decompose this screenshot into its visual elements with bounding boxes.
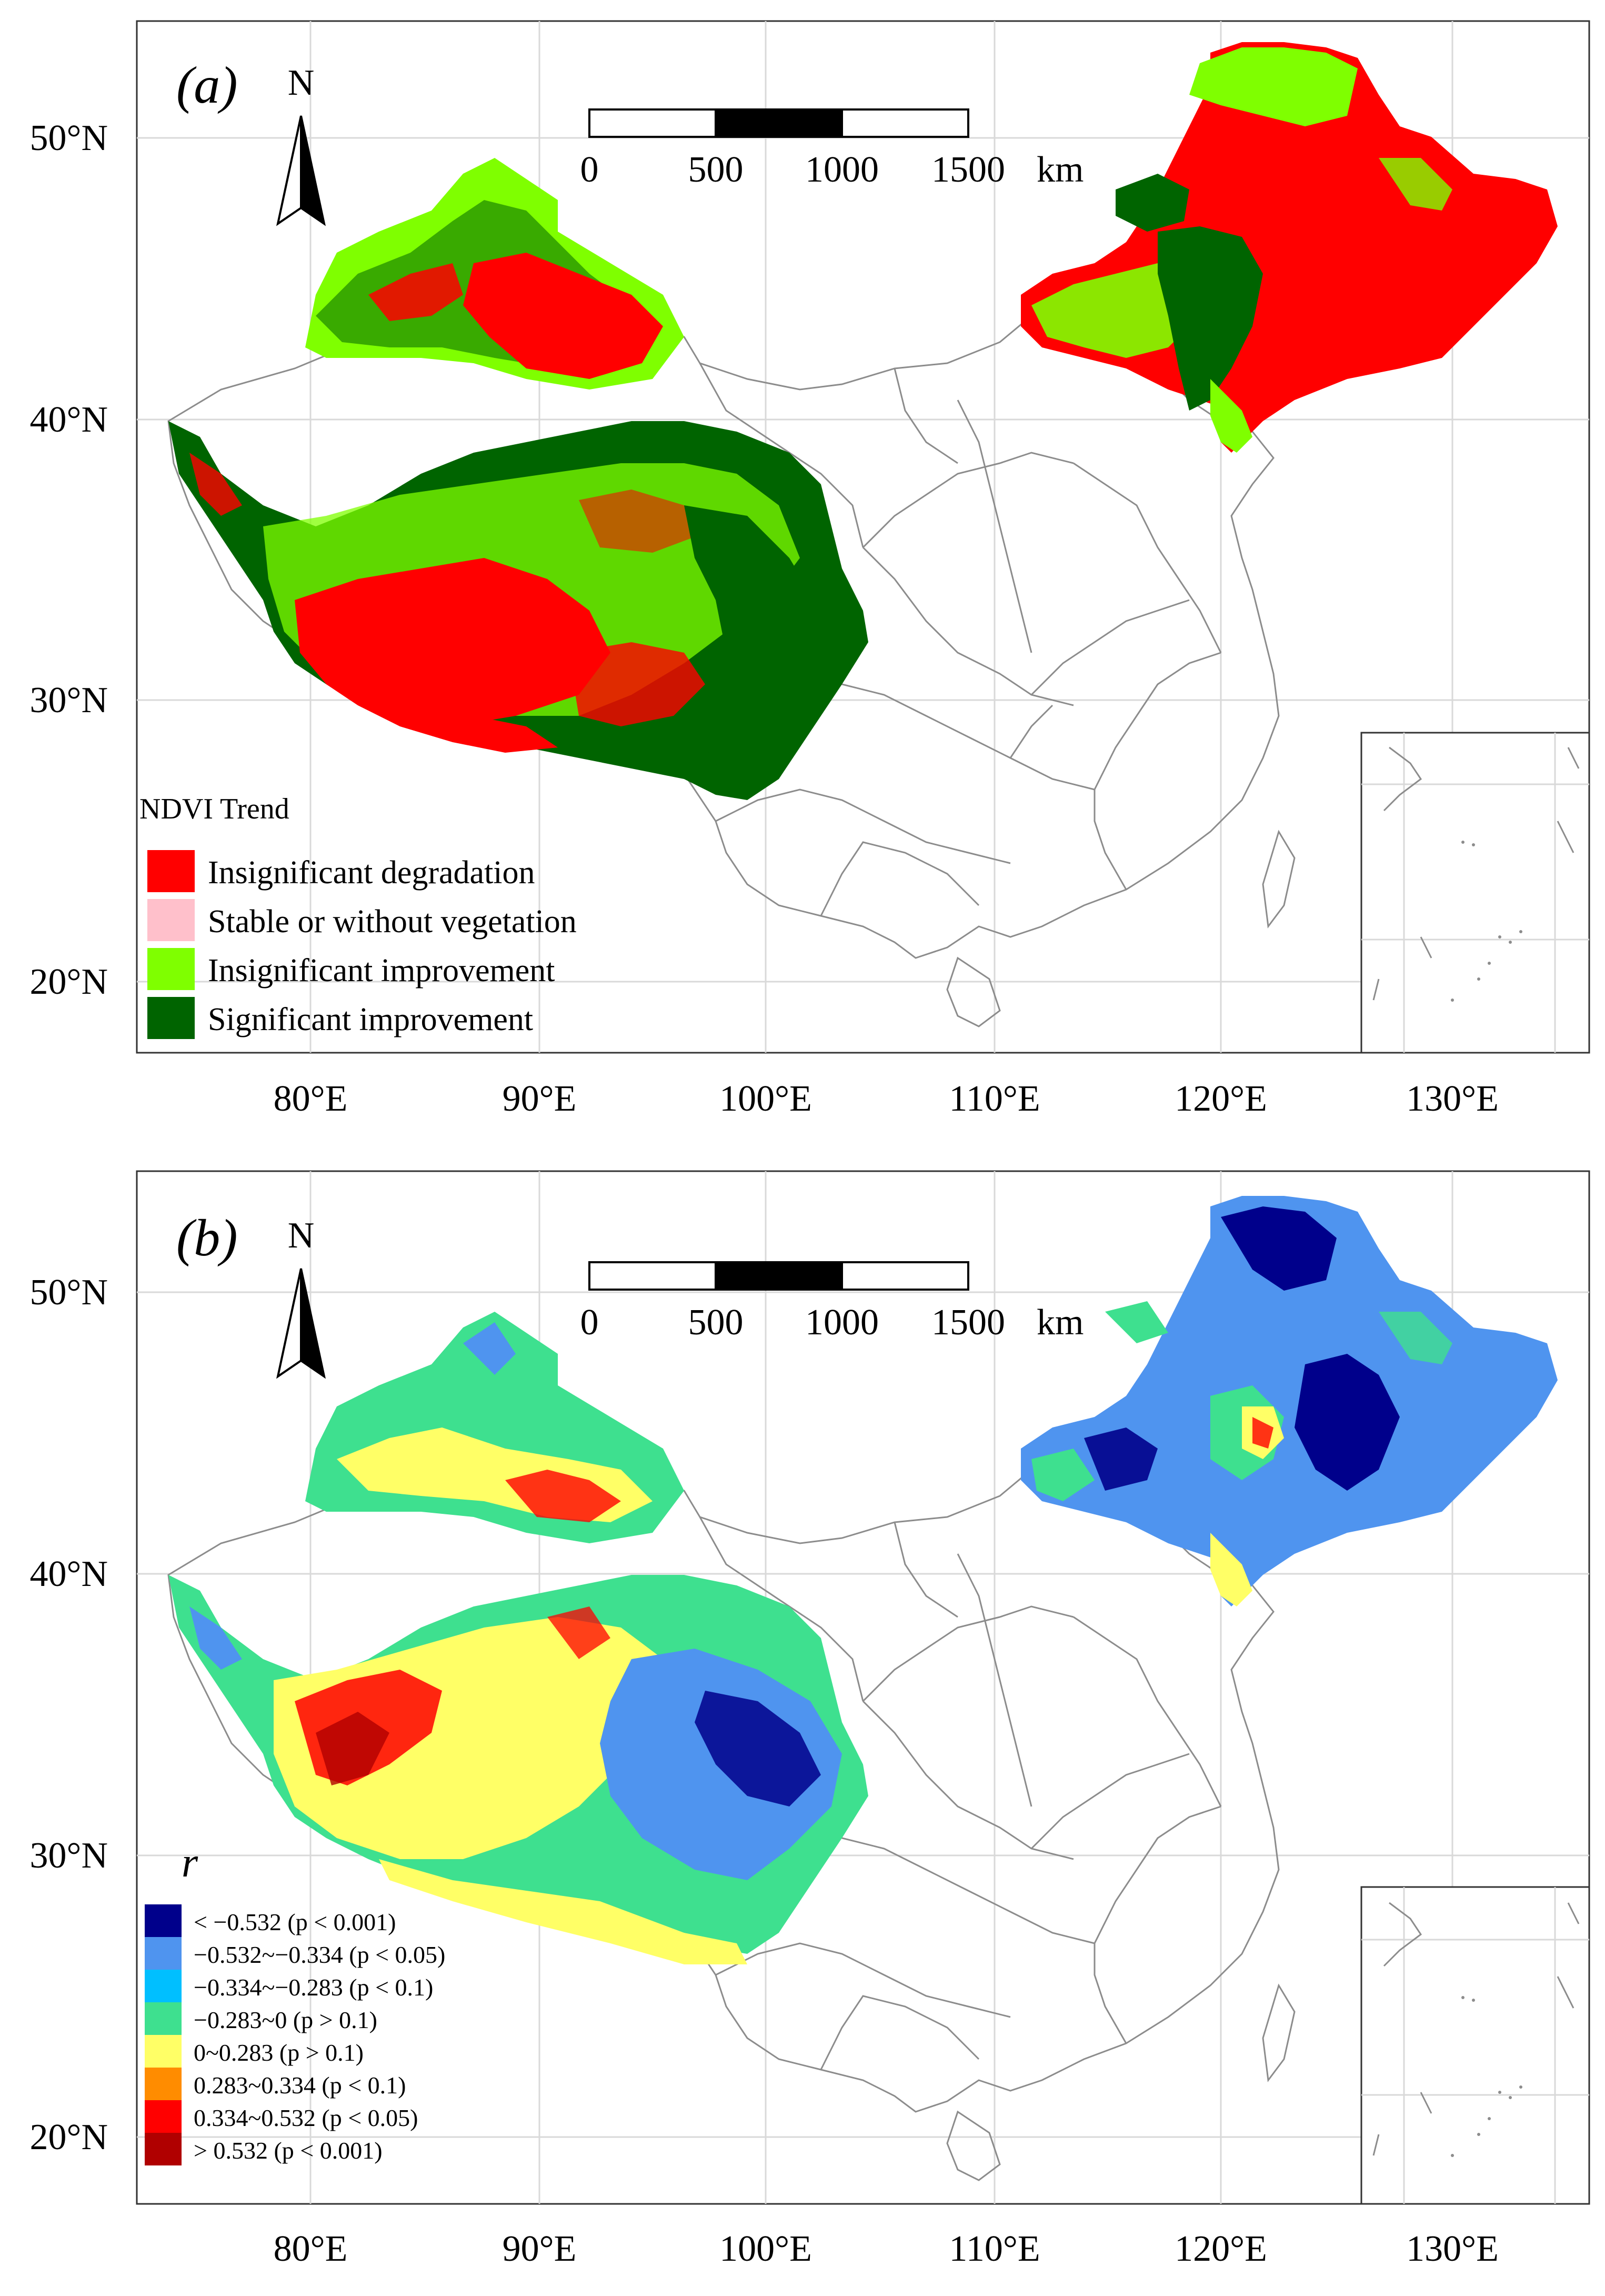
lat-label: 40°N: [29, 1554, 108, 1594]
legend-swatch: [145, 2002, 182, 2035]
lon-label: 120°E: [1175, 1079, 1267, 1119]
legend-label: 0.334~0.532 (p < 0.05): [194, 2104, 418, 2131]
scale-tick-1000: 1000: [805, 1302, 879, 1343]
legend-swatch: [147, 899, 195, 941]
scale-tick-500: 500: [688, 1302, 744, 1343]
scale-tick-1500: 1500: [931, 149, 1005, 190]
north-arrow-label: N: [288, 63, 315, 103]
lat-label: 50°N: [29, 118, 108, 158]
lon-label: 90°E: [503, 1079, 577, 1119]
latitude-labels: 50°N 40°N 30°N 20°N: [29, 1272, 108, 2158]
legend-swatch: [147, 850, 195, 892]
legend-swatch: [145, 1937, 182, 1970]
legend: r < −0.532 (p < 0.001) −0.532~−0.334 (p …: [145, 1840, 445, 2165]
legend-swatch: [145, 2100, 182, 2133]
lon-label: 110°E: [949, 1079, 1040, 1119]
north-arrow-right-icon: [300, 115, 326, 226]
legend-swatch: [145, 1970, 182, 2002]
lat-label: 30°N: [29, 680, 108, 721]
south-china-sea-inset: [1360, 1886, 1590, 2205]
panel-label: (a): [176, 56, 238, 114]
legend-label: −0.532~−0.334 (p < 0.05): [194, 1941, 445, 1968]
scale-bar: 0 500 1000 1500 km: [580, 108, 1084, 190]
north-arrow-right-icon: [300, 1268, 326, 1379]
legend-label: −0.283~0 (p > 0.1): [194, 2006, 377, 2033]
legend-swatch: [147, 948, 195, 990]
lon-label: 110°E: [949, 2229, 1040, 2269]
legend-label: 0.283~0.334 (p < 0.1): [194, 2072, 406, 2099]
map-panel-b: (b) N 0 500 1000 1500 km r < −0.532 (p <…: [29, 1170, 1590, 2269]
north-arrow-label: N: [288, 1215, 315, 1256]
map-panel-a: (a) N 0 500 1000 1500 km NDVI Trend Insi…: [29, 20, 1590, 1119]
legend-swatch: [147, 997, 195, 1039]
scale-tick-0: 0: [580, 149, 599, 190]
lon-label: 100°E: [719, 2229, 812, 2269]
scale-tick-1000: 1000: [805, 149, 879, 190]
legend-label: < −0.532 (p < 0.001): [194, 1909, 396, 1935]
longitude-labels: 80°E 90°E 100°E 110°E 120°E 130°E: [274, 1079, 1499, 1119]
lon-label: 90°E: [503, 2229, 577, 2269]
legend-label: Significant improvement: [208, 1002, 533, 1037]
lat-label: 30°N: [29, 1835, 108, 1876]
south-china-sea-inset: [1360, 732, 1590, 1054]
lon-label: 80°E: [274, 2229, 348, 2269]
lat-label: 40°N: [29, 400, 108, 440]
latitude-labels: 50°N 40°N 30°N 20°N: [29, 118, 108, 1002]
scale-bar: 0 500 1000 1500 km: [580, 1261, 1084, 1343]
legend-label: Stable or without vegetation: [208, 904, 577, 940]
correlation-raster: [168, 1196, 1558, 1964]
legend-label: −0.334~−0.283 (p < 0.1): [194, 1974, 433, 2001]
lon-label: 120°E: [1175, 2229, 1267, 2269]
legend-swatch: [145, 2133, 182, 2165]
lon-label: 130°E: [1406, 1079, 1499, 1119]
lat-label: 20°N: [29, 962, 108, 1002]
lat-label: 50°N: [29, 1272, 108, 1313]
lon-label: 80°E: [274, 1079, 348, 1119]
panel-label: (b): [176, 1209, 238, 1267]
china-boundary: [167, 220, 1296, 1027]
legend-swatch: [145, 2035, 182, 2068]
legend-title: r: [182, 1840, 198, 1886]
longitude-labels: 80°E 90°E 100°E 110°E 120°E 130°E: [274, 2229, 1499, 2269]
scale-unit: km: [1037, 1302, 1084, 1343]
legend-swatch: [145, 1904, 182, 1937]
lon-label: 130°E: [1406, 2229, 1499, 2269]
legend-swatch: [145, 2068, 182, 2100]
legend-label: Insignificant improvement: [208, 953, 555, 989]
scale-tick-500: 500: [688, 149, 744, 190]
lon-label: 100°E: [719, 1079, 812, 1119]
legend-label: Insignificant degradation: [208, 855, 535, 891]
scale-unit: km: [1037, 149, 1084, 190]
legend: NDVI Trend Insignificant degradation Sta…: [139, 793, 577, 1039]
legend-label: 0~0.283 (p > 0.1): [194, 2039, 364, 2066]
north-arrow: N: [276, 63, 326, 226]
lat-label: 20°N: [29, 2117, 108, 2158]
legend-title: NDVI Trend: [139, 793, 289, 825]
scale-tick-1500: 1500: [931, 1302, 1005, 1343]
legend-label: > 0.532 (p < 0.001): [194, 2137, 383, 2164]
ndvi-trend-raster: [168, 42, 1558, 800]
scale-tick-0: 0: [580, 1302, 599, 1343]
north-arrow: N: [276, 1215, 326, 1379]
